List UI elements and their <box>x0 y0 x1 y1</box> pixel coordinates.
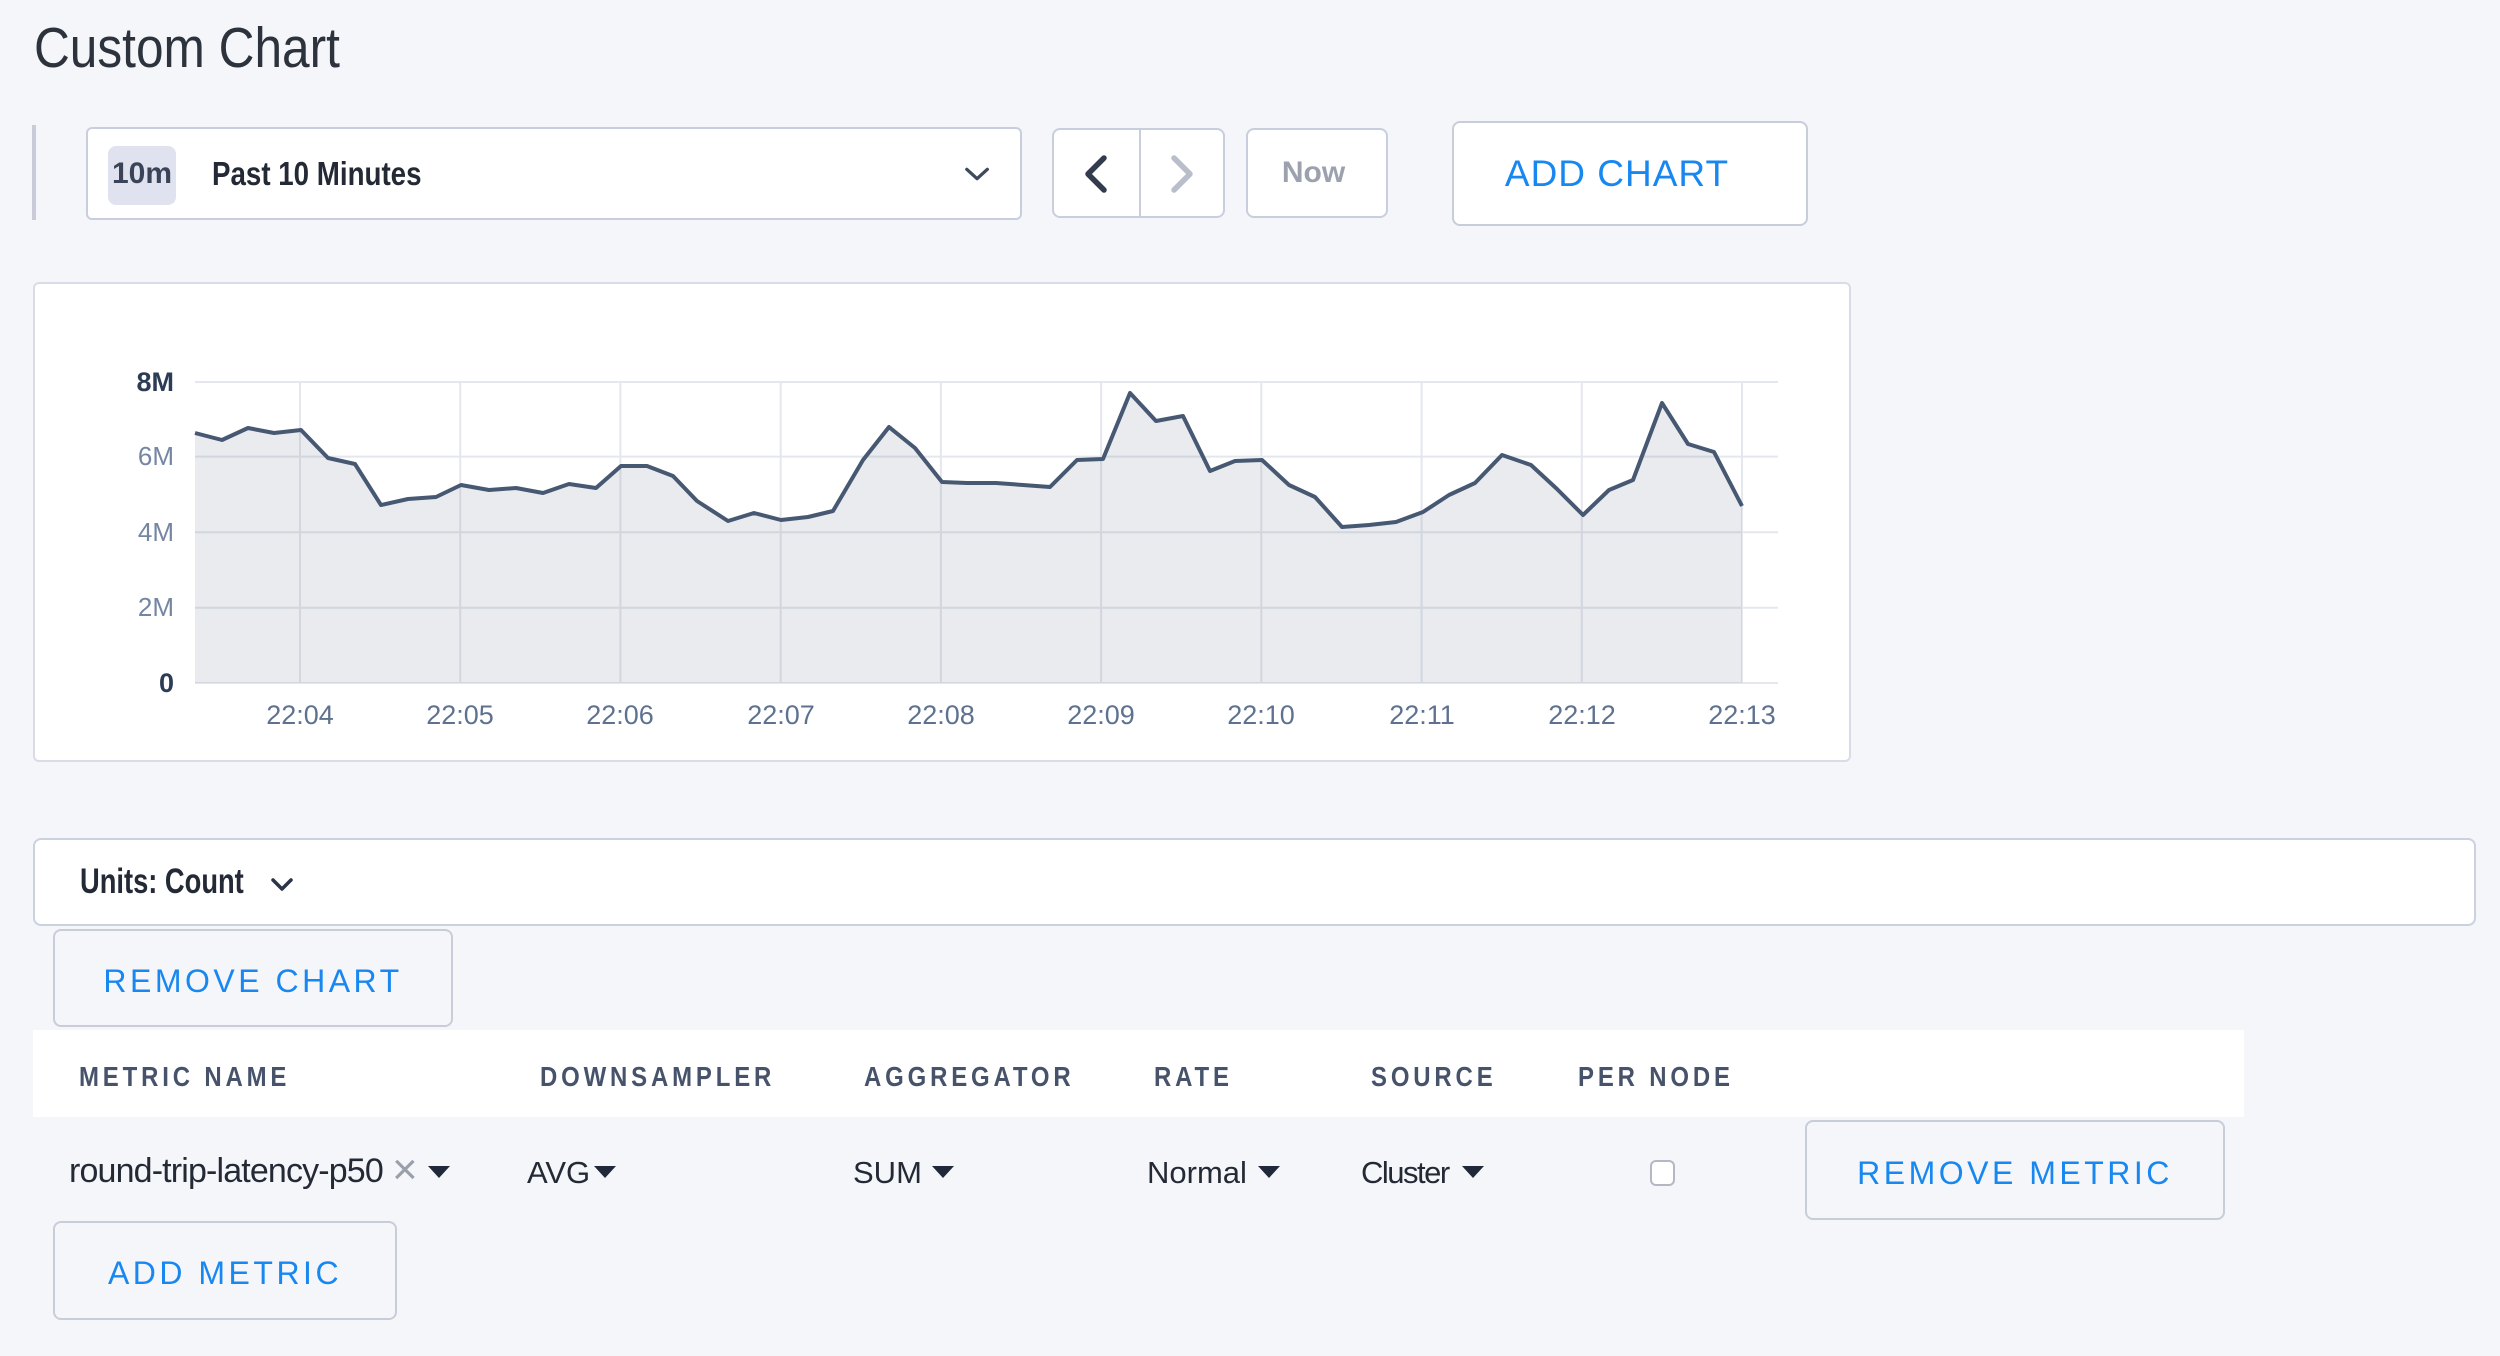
svg-text:4M: 4M <box>138 517 174 547</box>
svg-text:2M: 2M <box>138 592 174 622</box>
svg-text:22:10: 22:10 <box>1227 700 1295 730</box>
svg-text:22:12: 22:12 <box>1548 700 1616 730</box>
svg-text:8M: 8M <box>136 367 174 397</box>
svg-text:22:05: 22:05 <box>426 700 494 730</box>
svg-text:22:13: 22:13 <box>1708 700 1776 730</box>
svg-text:6M: 6M <box>138 441 174 471</box>
svg-text:22:11: 22:11 <box>1389 700 1455 730</box>
svg-text:22:07: 22:07 <box>747 700 815 730</box>
svg-text:22:04: 22:04 <box>266 700 334 730</box>
svg-text:22:09: 22:09 <box>1067 700 1135 730</box>
svg-text:22:08: 22:08 <box>907 700 975 730</box>
svg-text:22:06: 22:06 <box>586 700 654 730</box>
svg-text:0: 0 <box>159 668 174 698</box>
